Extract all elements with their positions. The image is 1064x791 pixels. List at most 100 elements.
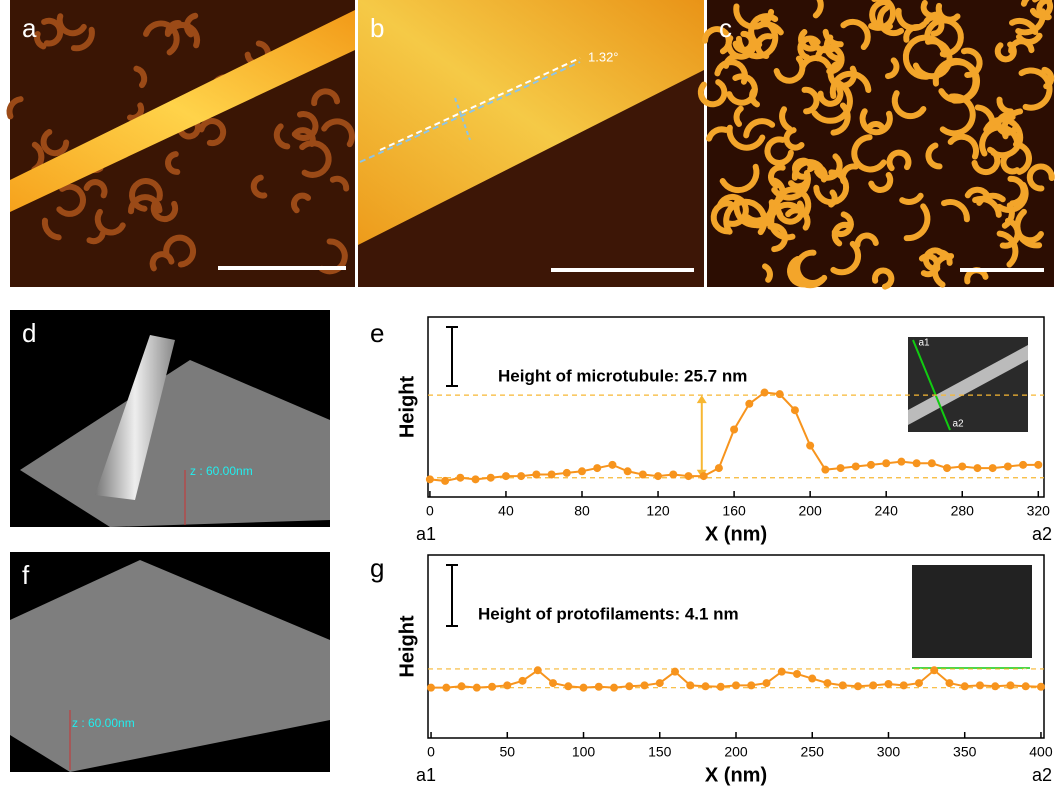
x-tick-label: 120 (646, 503, 670, 519)
data-point (671, 668, 679, 676)
data-point (549, 679, 557, 687)
annotation: Height of protofilaments: 4.1 nm (478, 604, 739, 623)
data-point (930, 666, 938, 674)
data-point (700, 472, 708, 480)
data-point (837, 464, 845, 472)
end-label: a2 (1032, 524, 1052, 544)
x-tick-label: 100 (572, 744, 596, 760)
data-point (503, 681, 511, 689)
x-tick-label: 160 (722, 503, 746, 519)
data-point (821, 466, 829, 474)
inset-label: a1 (912, 668, 924, 679)
data-point (624, 467, 632, 475)
image-b: 1.32° (358, 0, 704, 287)
data-point (762, 679, 770, 687)
image-d: z : 60.00nm (10, 310, 330, 527)
data-point (776, 390, 784, 398)
panel-label: a (22, 13, 37, 43)
data-point (441, 477, 449, 485)
data-point (473, 684, 481, 692)
data-point (608, 461, 616, 469)
data-point (1022, 682, 1030, 690)
data-point (1004, 462, 1012, 470)
data-point (593, 464, 601, 472)
image-a (10, 0, 355, 287)
scale-icon (446, 565, 458, 626)
y-axis-label: Height (396, 376, 418, 439)
data-point (882, 459, 890, 467)
scale-icon (446, 327, 458, 386)
data-point (823, 679, 831, 687)
x-tick-label: 200 (798, 503, 822, 519)
data-point (761, 389, 769, 397)
panel-label: e (370, 318, 384, 348)
inset-e (908, 337, 1028, 432)
data-point (991, 682, 999, 690)
data-point (702, 682, 710, 690)
data-point (427, 684, 435, 692)
data-point (976, 681, 984, 689)
start-label: a1 (416, 765, 436, 785)
data-point (564, 682, 572, 690)
data-point (717, 683, 725, 691)
data-point (456, 474, 464, 482)
end-label: a2 (1032, 765, 1052, 785)
data-point (502, 472, 510, 480)
data-point (900, 681, 908, 689)
x-tick-label: 240 (875, 503, 899, 519)
x-tick-label: 350 (953, 744, 977, 760)
data-point (808, 675, 816, 683)
data-point (472, 475, 480, 483)
data-point (973, 464, 981, 472)
data-point (897, 458, 905, 466)
x-tick-label: 0 (426, 503, 434, 519)
inset-label: a1 (918, 338, 930, 349)
data-point (793, 670, 801, 678)
data-point (869, 681, 877, 689)
data-point (806, 442, 814, 450)
data-point (519, 677, 527, 685)
start-label: a1 (416, 524, 436, 544)
data-point (745, 400, 753, 408)
data-point (961, 682, 969, 690)
x-tick-label: 80 (574, 503, 590, 519)
image-c (701, 0, 1054, 287)
inset-g (912, 565, 1032, 668)
data-point (517, 472, 525, 480)
data-point (928, 459, 936, 467)
data-point (532, 471, 540, 479)
z-scale: z : 60.00nm (72, 716, 135, 730)
panel-label: b (370, 13, 384, 43)
x-tick-label: 300 (877, 744, 901, 760)
inset-label: a2 (952, 419, 964, 430)
x-axis-label: X (nm) (705, 764, 767, 786)
data-point (641, 681, 649, 689)
data-point (730, 426, 738, 434)
angle-label: 1.32° (588, 49, 619, 64)
x-tick-label: 50 (499, 744, 515, 760)
panel-label: c (719, 13, 732, 43)
data-point (867, 461, 875, 469)
x-tick-label: 250 (801, 744, 825, 760)
image-f: z : 60.00nm (10, 552, 330, 772)
data-point (791, 406, 799, 414)
data-point (426, 475, 434, 483)
x-axis-label: X (nm) (705, 523, 767, 545)
data-point (488, 683, 496, 691)
data-point (1037, 683, 1045, 691)
data-point (669, 471, 677, 479)
data-point (442, 684, 450, 692)
data-point (580, 684, 588, 692)
data-point (854, 682, 862, 690)
x-tick-label: 150 (648, 744, 672, 760)
data-point (563, 469, 571, 477)
data-point (548, 471, 556, 479)
data-point (578, 467, 586, 475)
data-point (684, 472, 692, 480)
data-point (945, 679, 953, 687)
data-point (625, 682, 633, 690)
x-tick-label: 200 (724, 744, 748, 760)
data-point (958, 462, 966, 470)
data-point (534, 666, 542, 674)
data-point (487, 474, 495, 482)
